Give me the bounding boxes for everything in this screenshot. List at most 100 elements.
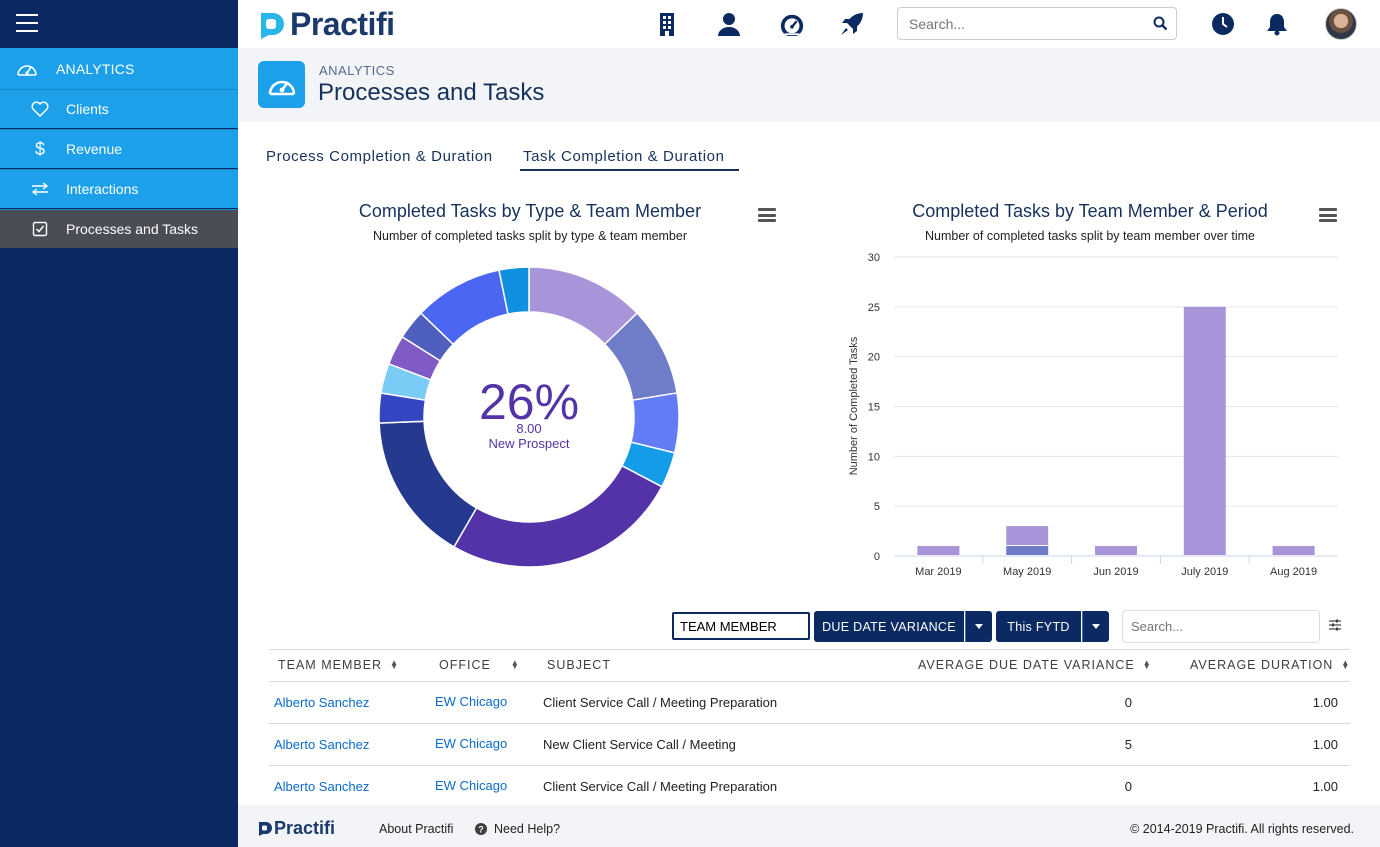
building-icon[interactable] xyxy=(654,11,680,37)
sort-icon: ▲ ▼ xyxy=(510,658,520,671)
donut-slice-5[interactable] xyxy=(378,420,478,548)
period-dropdown[interactable] xyxy=(1082,611,1109,642)
due-date-variance-button[interactable]: DUE DATE VARIANCE xyxy=(814,611,964,642)
footer-logo[interactable]: Practifi xyxy=(258,818,335,839)
practifi-logo[interactable]: Practifi xyxy=(258,6,395,43)
filter-settings-icon[interactable] xyxy=(1329,619,1341,631)
row-team-member-link[interactable]: Alberto Sanchez xyxy=(274,695,370,710)
sort-icon: ▲ ▼ xyxy=(1142,658,1152,671)
dollar-icon: $ xyxy=(34,138,45,159)
bar-xtick-label-2: Jun 2019 xyxy=(1093,566,1138,578)
donut-center-name: New Prospect xyxy=(489,436,570,451)
help-link[interactable]: ? Need Help? xyxy=(475,822,560,836)
bar-chart-menu-icon[interactable] xyxy=(1319,208,1337,222)
bar-1-series-0[interactable] xyxy=(1006,546,1049,555)
user-avatar[interactable] xyxy=(1325,8,1357,40)
row-team-member-link[interactable]: Alberto Sanchez xyxy=(274,779,370,794)
header-subject[interactable]: SUBJECT xyxy=(547,658,611,672)
help-link-label: Need Help? xyxy=(494,822,561,836)
hamburger-menu-icon[interactable] xyxy=(16,14,38,34)
due-date-variance-dropdown[interactable] xyxy=(965,611,992,642)
user-icon[interactable] xyxy=(716,11,742,37)
bar-chart-title: Completed Tasks by Team Member & Period xyxy=(912,201,1268,221)
header-team-member[interactable]: TEAM MEMBER ▲ ▼ xyxy=(278,658,399,672)
chevron-down-icon xyxy=(975,624,983,629)
row-duration: 1.00 xyxy=(1312,695,1338,710)
row-duration: 1.00 xyxy=(1312,737,1338,752)
sidebar-item-clients[interactable]: Clients xyxy=(0,89,238,128)
bar-ytick-label-4: 20 xyxy=(868,352,880,364)
header-average-duration[interactable]: AVERAGE DURATION ▲ ▼ xyxy=(1190,658,1350,672)
header-label: AVERAGE DURATION xyxy=(1190,658,1334,672)
bar-xtick-label-3: July 2019 xyxy=(1181,566,1228,578)
heart-icon xyxy=(28,101,52,117)
row-team-member-link[interactable]: Alberto Sanchez xyxy=(274,737,370,752)
row-subject: New Client Service Call / Meeting xyxy=(543,737,736,752)
clock-icon[interactable] xyxy=(1210,11,1236,37)
row-office-link[interactable]: EW Chicago xyxy=(435,736,508,751)
row-variance: 0 xyxy=(1124,779,1132,794)
sort-icon: ▲ ▼ xyxy=(1341,658,1351,671)
bar-xtick-label-4: Aug 2019 xyxy=(1270,566,1317,578)
bar-xtick-label-1: May 2019 xyxy=(1003,566,1051,578)
dashboard-gauge-icon[interactable] xyxy=(779,11,805,37)
table-search-input[interactable] xyxy=(1122,610,1320,643)
bar-ytick-label-6: 30 xyxy=(868,252,880,264)
row-office-link[interactable]: EW Chicago xyxy=(435,778,508,793)
bar-ytick-label-0: 0 xyxy=(874,551,880,563)
about-link[interactable]: About Practifi xyxy=(379,822,454,836)
search-icon[interactable] xyxy=(1153,16,1168,36)
bar-0-series-1[interactable] xyxy=(917,546,960,555)
header-office[interactable]: OFFICE ▲ ▼ xyxy=(439,658,520,672)
bar-4-series-1[interactable] xyxy=(1272,546,1315,555)
tab-task-completion[interactable]: Task Completion & Duration xyxy=(523,148,725,165)
sidebar-item-label: Interactions xyxy=(66,181,139,197)
team-member-filter-input[interactable] xyxy=(672,612,810,640)
sidebar-item-label: Clients xyxy=(66,101,109,117)
practifi-logo-icon xyxy=(261,12,284,39)
sidebar-item-processes-and-tasks[interactable]: Processes and Tasks xyxy=(0,209,238,248)
bar-ytick-label-1: 5 xyxy=(874,501,880,513)
top-header: Practifi xyxy=(238,0,1380,48)
row-subject: Client Service Call / Meeting Preparatio… xyxy=(543,779,778,794)
row-variance: 5 xyxy=(1124,737,1132,752)
tab-process-completion[interactable]: Process Completion & Duration xyxy=(266,148,493,165)
active-tab-indicator xyxy=(520,169,739,171)
global-search-input[interactable] xyxy=(898,8,1138,39)
bar-1-series-1[interactable] xyxy=(1006,526,1049,546)
footer-logo-icon xyxy=(259,822,272,836)
sidebar-item-analytics[interactable]: ANALYTICS xyxy=(0,48,238,89)
bar-3-series-1[interactable] xyxy=(1183,306,1226,555)
page-header: ANALYTICS Processes and Tasks xyxy=(238,48,1380,122)
global-search xyxy=(897,7,1177,40)
header-average-due-date-variance[interactable]: AVERAGE DUE DATE VARIANCE ▲ ▼ xyxy=(918,658,1152,672)
period-button[interactable]: This FYTD xyxy=(996,611,1081,642)
bar-ytick-label-5: 25 xyxy=(868,302,880,314)
rocket-icon[interactable] xyxy=(839,11,865,37)
table-row-border xyxy=(269,723,1350,724)
bar-ytick-label-3: 15 xyxy=(868,402,880,414)
donut-slice-4[interactable] xyxy=(452,464,663,568)
row-subject: Client Service Call / Meeting Preparatio… xyxy=(543,695,778,710)
sidebar-item-label: Processes and Tasks xyxy=(66,221,199,237)
footer-logo-text: Practifi xyxy=(274,818,336,838)
sidebar-item-revenue[interactable]: $ Revenue xyxy=(0,129,238,168)
donut-chart-menu-icon[interactable] xyxy=(758,208,776,222)
donut-chart-subtitle: Number of completed tasks split by type … xyxy=(372,229,687,243)
sidebar-item-interactions[interactable]: Interactions xyxy=(0,169,238,208)
sidebar-item-label: ANALYTICS xyxy=(56,60,135,77)
row-variance: 0 xyxy=(1124,695,1132,710)
bar-2-series-1[interactable] xyxy=(1095,546,1137,555)
row-office-link[interactable]: EW Chicago xyxy=(435,694,508,709)
arrows-icon xyxy=(28,182,52,196)
bar-ytick-label-2: 10 xyxy=(868,451,880,463)
table-row-border xyxy=(269,765,1350,766)
table-top-border xyxy=(269,649,1350,650)
bar-chart: 0 5 10 15 20 25 30 Mar 2019 May 2019 Jun 2019 Jul… xyxy=(848,252,1338,578)
svg-text:?: ? xyxy=(478,825,484,835)
footer: Practifi About Practifi ? Need Help? © 2… xyxy=(238,805,1380,847)
logo-text: Practifi xyxy=(290,6,395,42)
donut-slice-11[interactable] xyxy=(498,266,530,316)
help-icon: ? xyxy=(475,823,487,835)
bell-icon[interactable] xyxy=(1264,11,1290,37)
